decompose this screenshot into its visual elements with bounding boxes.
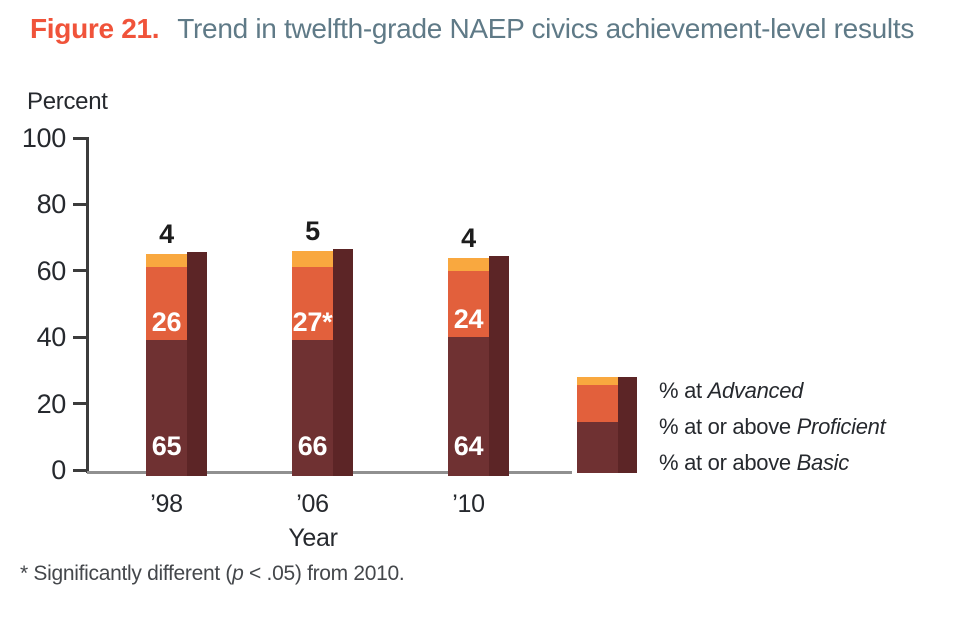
basic-value-label: 66 <box>297 430 328 461</box>
bar-group-10: 4 24 64 <box>448 223 509 476</box>
figure-title-text: Trend in twelfth-grade NAEP civics achie… <box>177 13 915 44</box>
bar-3d-shadow <box>489 255 509 476</box>
legend-swatch-stack <box>577 377 618 473</box>
bar-3d-shadow <box>333 248 353 476</box>
basic-value-label: 65 <box>151 430 182 461</box>
y-tick-mark <box>73 269 87 273</box>
basic-value-label: 64 <box>453 431 484 461</box>
bar-stack <box>448 257 489 476</box>
segment-advanced <box>292 250 333 268</box>
y-tick-mark <box>73 335 87 339</box>
bar-stack <box>292 250 333 476</box>
legend-mini-bar <box>577 377 637 473</box>
segment-proficient <box>292 267 333 341</box>
segment-basic <box>146 340 187 476</box>
segment-advanced <box>146 254 187 268</box>
figure-label: Figure 21. <box>30 13 160 44</box>
legend-row-basic: % at or above Basic <box>659 450 849 476</box>
legend-label-prefix: % at or above <box>659 450 797 475</box>
x-tick-label: ’10 <box>452 490 485 518</box>
advanced-value-label: 4 <box>461 222 476 253</box>
legend-label-term: Advanced <box>707 378 804 403</box>
legend-label-term: Proficient <box>796 414 886 439</box>
x-tick-label: ’98 <box>150 490 183 518</box>
legend-label-prefix: % at or above <box>659 414 797 439</box>
segment-basic <box>292 340 333 476</box>
advanced-value-label: 4 <box>159 219 174 250</box>
y-tick-label: 60 <box>36 255 67 286</box>
x-tick-label: ’06 <box>296 490 329 518</box>
proficient-value-label: 24 <box>453 304 484 335</box>
segment-basic <box>448 337 489 476</box>
bar-group-06: 5 27* 66 <box>292 216 353 476</box>
y-tick-mark <box>73 136 87 140</box>
bar-stack <box>146 254 187 476</box>
y-axis-title: Percent <box>27 88 108 115</box>
footnote-text-post: < .05) from 2010. <box>243 562 405 585</box>
legend-swatch-proficient <box>577 385 618 422</box>
x-axis-title: Year <box>288 524 338 552</box>
bar-group-98: 4 26 65 <box>146 219 207 476</box>
legend-swatch-shadow <box>618 377 637 473</box>
legend-label-prefix: % at <box>659 378 708 403</box>
segment-proficient <box>448 270 489 338</box>
segment-proficient <box>146 267 187 341</box>
y-tick-label: 100 <box>21 123 66 153</box>
y-tick-mark <box>73 402 87 406</box>
y-tick-label: 40 <box>36 322 67 353</box>
proficient-value-label: 27* <box>292 307 333 338</box>
y-tick-label: 80 <box>36 189 67 220</box>
footnote: * Significantly different (p < .05) from… <box>20 562 405 586</box>
y-tick-label: 0 <box>51 455 66 485</box>
figure-title: Figure 21. Trend in twelfth-grade NAEP ci… <box>30 13 914 45</box>
legend-row-advanced: % at Advanced <box>659 378 803 404</box>
y-tick-mark <box>73 468 87 472</box>
y-axis-line <box>86 137 89 473</box>
legend-swatch-basic <box>577 422 618 473</box>
legend-swatch-advanced <box>577 377 618 385</box>
advanced-value-label: 5 <box>305 215 320 246</box>
segment-advanced <box>448 257 489 271</box>
footnote-p-italic: p <box>232 562 244 585</box>
footnote-text-pre: * Significantly different ( <box>20 562 233 585</box>
legend-label-term: Basic <box>796 450 850 475</box>
proficient-value-label: 26 <box>151 307 182 338</box>
y-tick-label: 20 <box>36 388 67 419</box>
y-tick-mark <box>73 202 87 206</box>
bar-3d-shadow <box>187 252 207 476</box>
legend-row-proficient: % at or above Proficient <box>659 414 886 440</box>
